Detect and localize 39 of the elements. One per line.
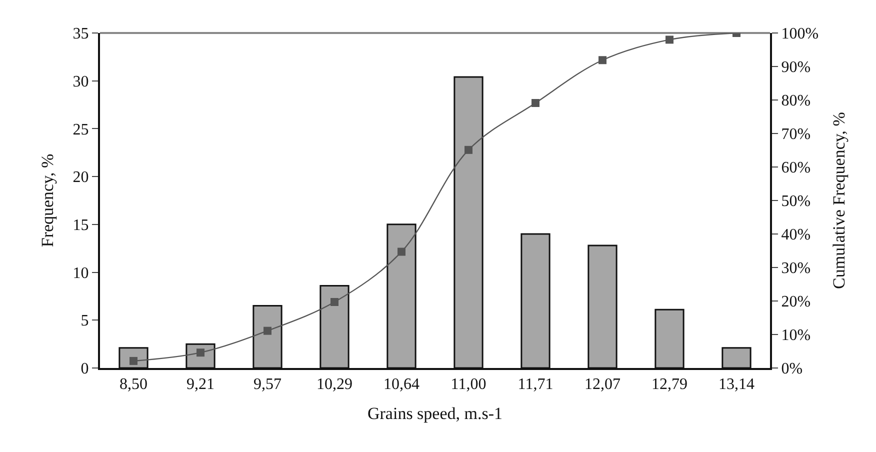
y-tick-label: 10 xyxy=(72,264,89,282)
x-tick-label: 12,79 xyxy=(652,376,688,394)
x-tick-label: 12,07 xyxy=(584,376,620,394)
y-tick-label: 30 xyxy=(72,73,89,90)
point xyxy=(264,326,272,335)
x-tick-label: 10,64 xyxy=(384,376,420,394)
y2-tick-label: 70% xyxy=(781,126,811,144)
x-tick-label: 10,29 xyxy=(316,376,352,394)
y2-tick-label: 40% xyxy=(781,226,811,244)
y2-tick-label: 90% xyxy=(781,59,811,76)
y2-tick-label: 100% xyxy=(781,26,819,43)
y-tick-label: 35 xyxy=(72,26,89,43)
y2-tick-label: 0% xyxy=(781,360,803,378)
y2-tick-label: 50% xyxy=(781,193,811,210)
x-tick-label: 11,00 xyxy=(450,376,486,394)
point xyxy=(666,36,674,44)
point xyxy=(398,248,406,256)
y-tick-label: 15 xyxy=(72,217,89,234)
y-tick-label: 25 xyxy=(72,121,89,138)
x-tick-label: 9,57 xyxy=(254,376,282,394)
y2-axis-title: Cumulative Frequency, % xyxy=(829,112,848,289)
x-tick-label: 9,21 xyxy=(186,376,214,394)
x-tick-label: 8,50 xyxy=(120,376,148,394)
y-axis-title: Frequency, % xyxy=(38,154,57,248)
x-axis-title: Grains speed, m.s-1 xyxy=(367,404,503,424)
y2-tick-label: 80% xyxy=(781,92,811,110)
y2-tick-label: 10% xyxy=(781,327,811,344)
point xyxy=(464,146,472,154)
x-tick-label: 13,14 xyxy=(718,376,754,394)
y-tick-label: 20 xyxy=(72,169,89,186)
y-tick-label: 5 xyxy=(80,312,89,330)
y2-tick-label: 60% xyxy=(781,160,811,177)
y2-tick-label: 20% xyxy=(781,294,811,311)
point xyxy=(598,56,606,64)
y2-tick-label: 30% xyxy=(781,260,811,278)
y-tick-label: 0 xyxy=(80,360,89,378)
x-tick-label: 11,71 xyxy=(518,376,554,394)
point xyxy=(330,298,338,306)
point xyxy=(532,99,540,108)
